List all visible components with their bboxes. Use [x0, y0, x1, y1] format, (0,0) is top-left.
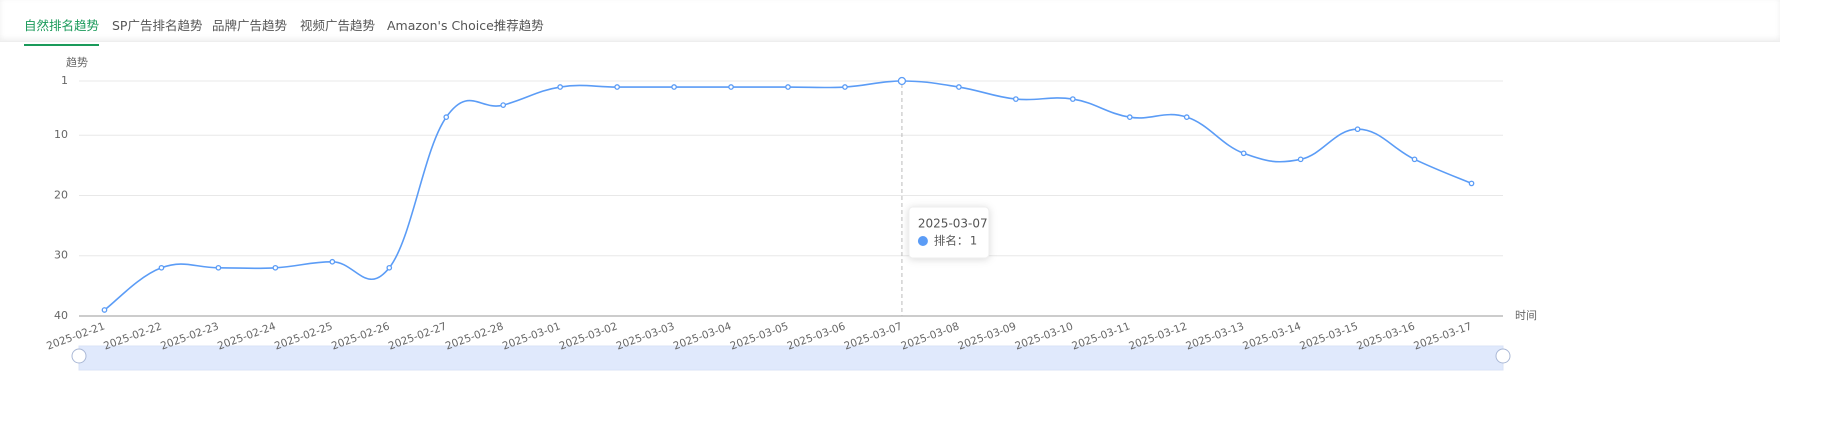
point — [842, 84, 848, 90]
point — [614, 84, 620, 90]
point — [272, 264, 279, 271]
y-tick-label: 40 — [54, 309, 68, 322]
y-axis-label: 趋势 — [66, 56, 88, 69]
point — [897, 76, 907, 86]
point — [1126, 114, 1133, 121]
tab[interactable]: Amazon's Choice推荐趋势 — [387, 18, 544, 33]
tab[interactable]: 自然排名趋势 — [24, 15, 100, 46]
point — [1183, 114, 1190, 121]
point — [1354, 126, 1361, 133]
point — [215, 264, 222, 271]
tooltip-box — [908, 206, 990, 259]
tooltip-value: 1 — [970, 234, 977, 248]
point — [101, 307, 108, 313]
point — [1069, 96, 1076, 102]
point — [386, 264, 393, 271]
y-tick-label: 30 — [54, 249, 68, 262]
point — [728, 84, 734, 90]
point — [671, 84, 677, 90]
point — [1297, 156, 1304, 163]
x-axis-label: 时间 — [1515, 309, 1537, 322]
point — [956, 84, 962, 90]
tooltip: 2025-03-07 排名： 1 — [908, 206, 990, 259]
point — [500, 102, 507, 108]
zoom-handle[interactable] — [1495, 348, 1511, 364]
y-tick-label: 20 — [54, 188, 68, 201]
point — [785, 84, 791, 90]
point — [1012, 96, 1019, 102]
y-tick-label: 1 — [61, 74, 68, 87]
y-tick-label: 10 — [54, 128, 68, 141]
zoom-selection[interactable] — [79, 346, 1503, 370]
tab[interactable]: 视频广告趋势 — [300, 18, 376, 33]
point — [557, 84, 564, 90]
point — [443, 114, 450, 121]
tooltip-marker — [917, 236, 928, 246]
tab-bar: 自然排名趋势 SP广告排名趋势 品牌广告趋势 视频广告趋势 Amazon's C… — [0, 0, 1780, 46]
point — [1240, 150, 1247, 157]
tooltip-title: 2025-03-07 — [918, 217, 988, 231]
zoom-handle[interactable] — [71, 348, 87, 364]
tab[interactable]: SP广告排名趋势 — [112, 18, 203, 33]
point — [329, 258, 336, 265]
tooltip-label: 排名： — [934, 234, 969, 248]
tab[interactable]: 品牌广告趋势 — [212, 18, 288, 33]
point — [1468, 180, 1475, 187]
point — [158, 264, 165, 271]
point — [1411, 156, 1418, 163]
